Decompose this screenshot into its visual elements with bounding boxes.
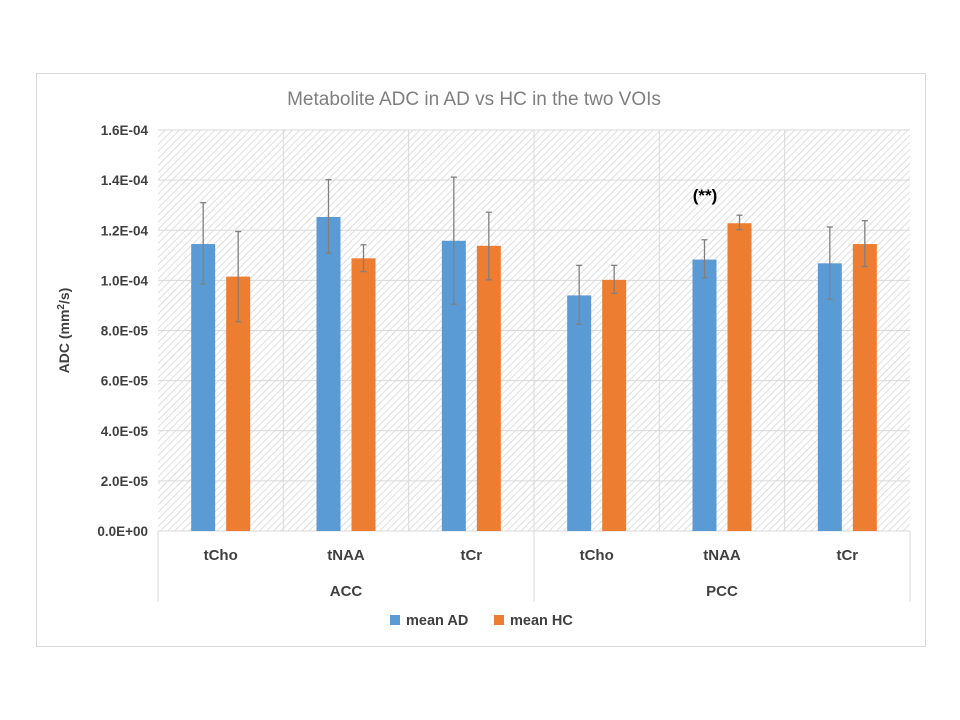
legend-label: mean HC	[510, 613, 573, 629]
plot-area: 0.0E+00 2.0E-05 4.0E-05 6.0E-05 8.0E-05 1.0E-…	[56, 123, 911, 629]
y-tick-label: 1.6E-04	[101, 123, 149, 138]
bar	[602, 279, 627, 531]
chart-canvas: Metabolite ADC in AD vs HC in the two VO…	[56, 89, 911, 629]
y-tick-label: 1.0E-04	[101, 273, 149, 288]
bar	[476, 245, 501, 531]
y-tick-label: 6.0E-05	[101, 374, 149, 389]
y-tick-label: 1.2E-04	[101, 223, 149, 238]
legend-swatch	[494, 615, 504, 625]
group-label: PCC	[706, 583, 738, 600]
chart-frame: Metabolite ADC in AD vs HC in the two VO…	[36, 73, 926, 647]
bar	[567, 295, 592, 531]
group-label: ACC	[330, 583, 363, 600]
y-tick-label: 2.0E-05	[101, 474, 149, 489]
x-tick-label: tCho	[204, 547, 238, 564]
y-axis-label: ADC (mm2/s)	[56, 288, 72, 374]
legend-label: mean AD	[406, 613, 468, 629]
x-tick-label: tNAA	[327, 547, 365, 564]
significance-annotation: (**)	[693, 186, 718, 205]
bar	[692, 259, 717, 531]
y-tick-label: 4.0E-05	[101, 424, 149, 439]
chart-title: Metabolite ADC in AD vs HC in the two VO…	[287, 89, 661, 110]
x-tick-label: tCr	[460, 547, 482, 564]
bar	[852, 244, 877, 532]
bar	[351, 258, 376, 531]
bar	[316, 216, 341, 532]
bar	[727, 223, 752, 532]
y-tick-label: 1.4E-04	[101, 173, 149, 188]
x-tick-label: tCho	[580, 547, 614, 564]
legend-swatch	[390, 615, 400, 625]
y-tick-label: 8.0E-05	[101, 324, 149, 339]
x-tick-label: tNAA	[703, 547, 741, 564]
bar	[817, 263, 842, 531]
bar	[191, 244, 216, 532]
y-tick-label: 0.0E+00	[97, 524, 148, 539]
x-tick-label: tCr	[836, 547, 858, 564]
